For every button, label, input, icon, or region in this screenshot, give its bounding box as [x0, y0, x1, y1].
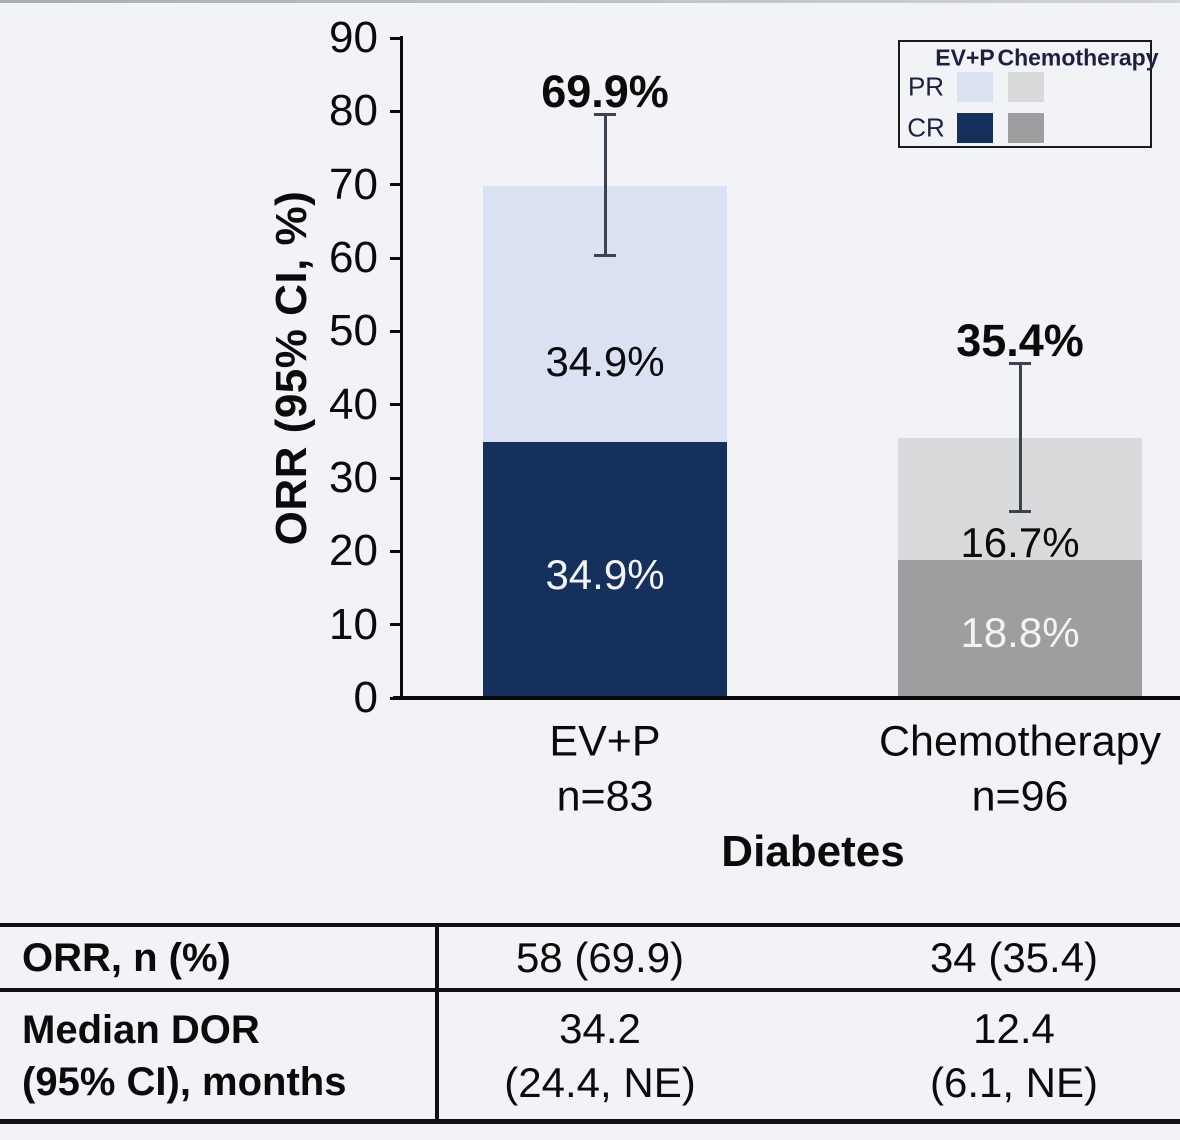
table-row-orr: ORR, n (%) 58 (69.9) 34 (35.4) — [0, 923, 1180, 992]
total-orr-label-evp: 69.9% — [541, 65, 669, 117]
table-cell-orr-evp: 58 (69.9) — [515, 933, 685, 981]
y-tick-mark — [390, 403, 400, 407]
legend-row-label-cr: CR — [907, 112, 945, 143]
y-tick-label: 40 — [329, 379, 378, 429]
y-tick-mark — [390, 623, 400, 627]
legend-row-label-pr: PR — [907, 71, 945, 102]
table-cell-dor-evp: 34.2 (24.4, NE) — [504, 1002, 695, 1110]
x-label-chemo: Chemotherapy — [878, 717, 1162, 766]
y-tick-mark — [390, 36, 400, 40]
image-top-border — [0, 0, 1180, 3]
dor-evp-ci: (24.4, NE) — [504, 1058, 696, 1106]
x-axis-line — [393, 696, 1180, 700]
x-label-evp: EV+P — [549, 717, 661, 766]
error-bar-line — [1018, 362, 1022, 514]
error-bar-chemo — [1009, 362, 1031, 514]
table-row-label-line2: (95% CI), months — [22, 1059, 347, 1104]
legend-swatch-pr-chemo — [1008, 72, 1044, 102]
legend-header-chemo: Chemotherapy — [997, 44, 1159, 71]
y-tick-mark — [390, 329, 400, 333]
table-cell-dor-chemo: 12.4 (6.1, NE) — [930, 1002, 1098, 1110]
dor-evp-median: 34.2 — [559, 1004, 641, 1052]
segment-label-evp-pr: 34.9% — [545, 338, 665, 385]
table-row-label-line1: Median DOR — [22, 1007, 260, 1052]
error-bar-cap-top — [594, 112, 616, 116]
table-row-label: ORR, n (%) — [22, 935, 231, 980]
legend-box: EV+P Chemotherapy PR CR — [898, 40, 1159, 148]
segment-label-evp-cr: 34.9% — [545, 551, 665, 598]
dor-chemo-ci: (6.1, NE) — [929, 1058, 1099, 1106]
table-row-label: Median DOR (95% CI), months — [22, 1004, 346, 1108]
bar-evp-cr-segment — [483, 442, 727, 698]
segment-label-chemo-pr: 16.7% — [960, 519, 1080, 566]
y-tick-label: 10 — [329, 599, 378, 649]
y-tick-label: 20 — [329, 526, 378, 576]
legend-swatch-cr-evp — [957, 113, 993, 143]
y-tick-mark — [390, 476, 400, 480]
y-tick-label: 60 — [329, 233, 378, 282]
error-bar-cap-bottom — [1009, 510, 1031, 514]
segment-label-chemo-cr: 18.8% — [960, 609, 1080, 656]
y-tick-mark — [390, 183, 400, 187]
y-tick-label: 30 — [329, 453, 378, 502]
y-tick-mark — [390, 256, 400, 260]
y-tick-mark — [390, 549, 400, 553]
dor-chemo-median: 12.4 — [973, 1004, 1055, 1052]
legend-header-evp: EV+P — [935, 44, 995, 71]
table-row-dor: Median DOR (95% CI), months 34.2 (24.4, … — [0, 992, 1180, 1124]
subgroup-label: Diabetes — [721, 827, 905, 876]
table-column-divider — [435, 923, 439, 1124]
y-tick-mark — [390, 109, 400, 113]
y-tick-label: 70 — [329, 159, 378, 209]
error-bar-cap-top — [1009, 362, 1031, 366]
x-count-evp: n=83 — [556, 772, 654, 821]
y-tick-label: 80 — [329, 86, 378, 136]
y-tick-label: 50 — [329, 306, 378, 356]
error-bar-line — [603, 112, 607, 257]
legend-swatch-cr-chemo — [1008, 113, 1044, 143]
summary-table: ORR, n (%) 58 (69.9) 34 (35.4) Median DO… — [0, 923, 1180, 1124]
bar-chemo-cr-segment — [898, 560, 1142, 698]
error-bar-evp — [594, 112, 616, 257]
x-count-chemo: n=96 — [971, 772, 1069, 821]
error-bar-cap-bottom — [594, 253, 616, 257]
legend-swatch-pr-evp — [957, 72, 993, 102]
y-tick-label: 90 — [329, 13, 378, 62]
y-axis-line — [400, 36, 403, 698]
table-cell-orr-chemo: 34 (35.4) — [929, 933, 1099, 981]
y-axis-title: ORR (95% CI, %) — [267, 190, 316, 546]
total-orr-label-chemo: 35.4% — [956, 315, 1084, 367]
y-tick-label: 0 — [353, 673, 378, 722]
